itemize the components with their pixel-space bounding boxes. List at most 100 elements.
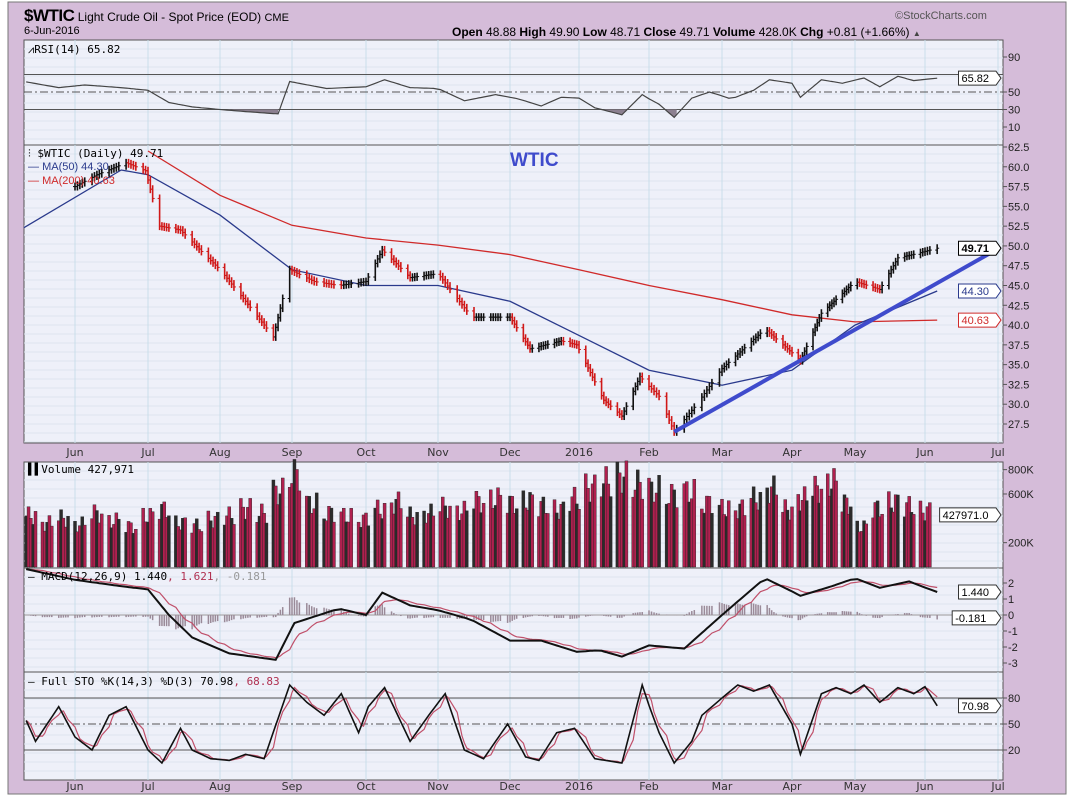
macd-panel — [23, 567, 1004, 673]
price-tick-label: 45.0 — [1008, 280, 1029, 292]
volume-bar — [382, 503, 387, 568]
volume-bar — [758, 492, 763, 568]
x-axis-label-apr: Apr — [782, 446, 802, 459]
volume-bar — [514, 508, 519, 568]
change-value: +0.81 (+1.66%) — [826, 25, 910, 39]
volume-value-tag — [939, 507, 1002, 523]
volume-bar — [332, 521, 336, 568]
macd-value-tag-text: 1.440 — [962, 587, 990, 599]
sto-legend: — Full STO %K(14,3) %D(3) 70.98, 68.83 — [28, 675, 280, 688]
open-label: Open — [452, 25, 483, 39]
x-axis-label-jul: Jul — [140, 446, 154, 459]
sto-d-line — [25, 685, 938, 764]
x-axis-label-2016: 2016 — [565, 446, 593, 459]
rsi-icon: ⩘ — [28, 43, 35, 56]
price-tick-label: 37.5 — [1008, 340, 1029, 352]
macd-tick-label: 1 — [1008, 594, 1014, 606]
macd-signal-value: 1.621 — [180, 570, 214, 583]
x-axis-label-oct: Oct — [356, 446, 376, 459]
x-axis-label-may: May — [844, 446, 867, 459]
x-axis-label-jul: Jul — [140, 780, 154, 793]
volume-bar — [498, 494, 503, 568]
volume-bar — [819, 488, 824, 568]
price-bars-icon: ⫶ — [28, 147, 31, 160]
macd-tick-label: 2 — [1008, 578, 1014, 590]
rsi-legend: ⩘RSI(14) 65.82 — [28, 43, 120, 57]
volume-legend-text: Volume 427,971 — [41, 463, 134, 476]
x-axis-label-mar: Mar — [712, 780, 733, 793]
volume-bar — [100, 513, 104, 568]
volume-value-tag-text: 427971.0 — [943, 510, 989, 522]
rsi-oversold-fill — [666, 109, 677, 118]
price-tick-label: 27.5 — [1008, 419, 1029, 431]
macd-value-tag — [958, 584, 1002, 600]
x-axis-label-jul: Jul — [990, 780, 1004, 793]
price-tick-label: 35.0 — [1008, 360, 1029, 372]
price-close-value-tag-text: 49.71 — [962, 243, 990, 255]
price-tick-label: 42.5 — [1008, 300, 1029, 312]
price-legend: ⫶ $WTIC (Daily) 49.71 — [28, 147, 163, 161]
macd-hist-value: -0.181 — [226, 570, 267, 583]
volume-bar — [546, 513, 550, 568]
x-axis-label-jun: Jun — [915, 446, 933, 459]
volume-bar — [297, 490, 302, 568]
volume-tick-label: 200K — [1008, 538, 1034, 550]
rsi-tick-label: 50 — [1008, 87, 1020, 99]
volume-bar — [577, 509, 581, 568]
macd-tick-label: -2 — [1008, 642, 1018, 654]
rsi-legend-text: RSI(14) 65.82 — [34, 43, 121, 56]
x-axis-label-nov: Nov — [427, 446, 449, 459]
x-axis-label-sep: Sep — [282, 446, 303, 459]
low-label: Low — [582, 25, 607, 39]
macd-legend-text: MACD(12,26,9) 1.440 — [41, 570, 168, 583]
ma200-value-tag-text: 40.63 — [962, 315, 990, 327]
x-axis-label-jun: Jun — [65, 780, 83, 793]
ma200-legend-text: MA(200) 40.63 — [42, 175, 115, 187]
sto-legend-text: Full STO %K(14,3) %D(3) 70.98 — [41, 675, 234, 688]
quote-summary: Open 48.88 High 49.90 Low 48.71 Close 49… — [452, 25, 921, 39]
volume-bar — [349, 508, 353, 568]
volume-bar — [774, 494, 778, 568]
x-axis-label-feb: Feb — [639, 446, 658, 459]
volume-bars-icon: ▌▌ — [28, 463, 42, 476]
x-axis-label-nov: Nov — [427, 780, 449, 793]
rsi-tick-label: 90 — [1008, 52, 1020, 64]
sto-tick-label: 20 — [1008, 745, 1020, 757]
volume-bar — [481, 503, 486, 568]
volume-bar — [199, 531, 204, 568]
volume-bar — [727, 500, 731, 568]
ma200-legend: — MA(200) 40.63 — [28, 175, 115, 187]
volume-legend: ▌▌Volume 427,971 — [28, 463, 134, 476]
volume-bar — [864, 523, 868, 568]
wtic-annotation: WTIC — [510, 150, 559, 171]
stockcharts-watermark[interactable]: ©StockCharts.com — [895, 10, 987, 22]
price-tick-label: 50.0 — [1008, 241, 1029, 253]
ma50-legend-text: MA(50) 44.30 — [42, 161, 109, 173]
x-axis-label-jun: Jun — [65, 446, 83, 459]
sto-d-value: 68.83 — [246, 675, 280, 688]
volume-bar — [805, 500, 809, 568]
volume-bar — [530, 494, 534, 568]
macd-tick-label: -3 — [1008, 658, 1018, 670]
price-tick-label: 30.0 — [1008, 399, 1029, 411]
volume-bar — [849, 506, 853, 568]
high-label: High — [519, 25, 547, 39]
x-axis-label-dec: Dec — [499, 446, 520, 459]
open-value: 48.88 — [486, 25, 517, 39]
x-axis-label-may: May — [844, 780, 867, 793]
close-value: 49.71 — [679, 25, 710, 39]
change-label: Chg — [800, 25, 824, 39]
price-tick-label: 62.5 — [1008, 142, 1029, 154]
volume-bar — [415, 512, 419, 568]
exchange: CME — [264, 12, 289, 24]
price-tick-label: 40.0 — [1008, 320, 1029, 332]
volume-tick-label: 600K — [1008, 489, 1034, 501]
x-axis-label-dec: Dec — [499, 780, 520, 793]
price-close-value-tag — [958, 240, 1002, 256]
volume-bar — [742, 515, 747, 568]
rsi-tick-label: 30 — [1008, 105, 1020, 117]
price-panel — [23, 144, 1004, 444]
ma50-value-tag — [958, 283, 1002, 299]
chart-date: 6-Jun-2016 — [24, 25, 80, 37]
